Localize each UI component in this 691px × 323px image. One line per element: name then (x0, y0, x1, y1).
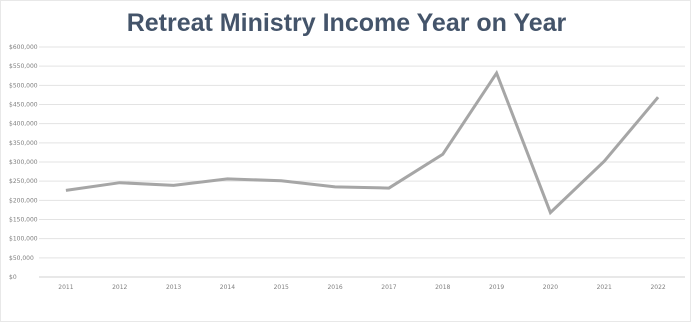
y-tick-label: $0 (9, 274, 17, 281)
x-tick-label: 2020 (543, 284, 558, 291)
y-tick-label: $150,000 (9, 217, 38, 224)
y-tick-label: $200,000 (9, 197, 38, 204)
y-tick-label: $250,000 (9, 178, 38, 185)
x-tick-label: 2018 (435, 284, 450, 291)
y-tick-label: $450,000 (9, 102, 38, 109)
y-tick-label: $550,000 (9, 63, 38, 70)
y-tick-label: $50,000 (9, 255, 34, 262)
x-tick-label: 2022 (650, 284, 665, 291)
x-tick-label: 2014 (220, 284, 235, 291)
y-tick-label: $500,000 (9, 82, 38, 89)
y-tick-label: $350,000 (9, 140, 38, 147)
y-tick-label: $600,000 (9, 44, 38, 51)
y-tick-label: $300,000 (9, 159, 38, 166)
x-tick-label: 2019 (489, 284, 504, 291)
x-tick-label: 2013 (166, 284, 181, 291)
y-tick-label: $400,000 (9, 121, 38, 128)
x-axis: 2011 2012 2013 2014 2015 2016 2017 2018 2019 2020… (58, 284, 666, 291)
x-tick-label: 2015 (274, 284, 289, 291)
y-axis: $0 $50,000 $100,000 $150,000 $200,000 $250,00… (9, 44, 38, 281)
x-tick-label: 2017 (381, 284, 396, 291)
x-tick-label: 2012 (112, 284, 127, 291)
y-tick-label: $100,000 (9, 236, 38, 243)
x-tick-label: 2021 (597, 284, 612, 291)
x-tick-label: 2011 (58, 284, 73, 291)
grid-layer (39, 47, 685, 277)
x-tick-label: 2016 (327, 284, 342, 291)
